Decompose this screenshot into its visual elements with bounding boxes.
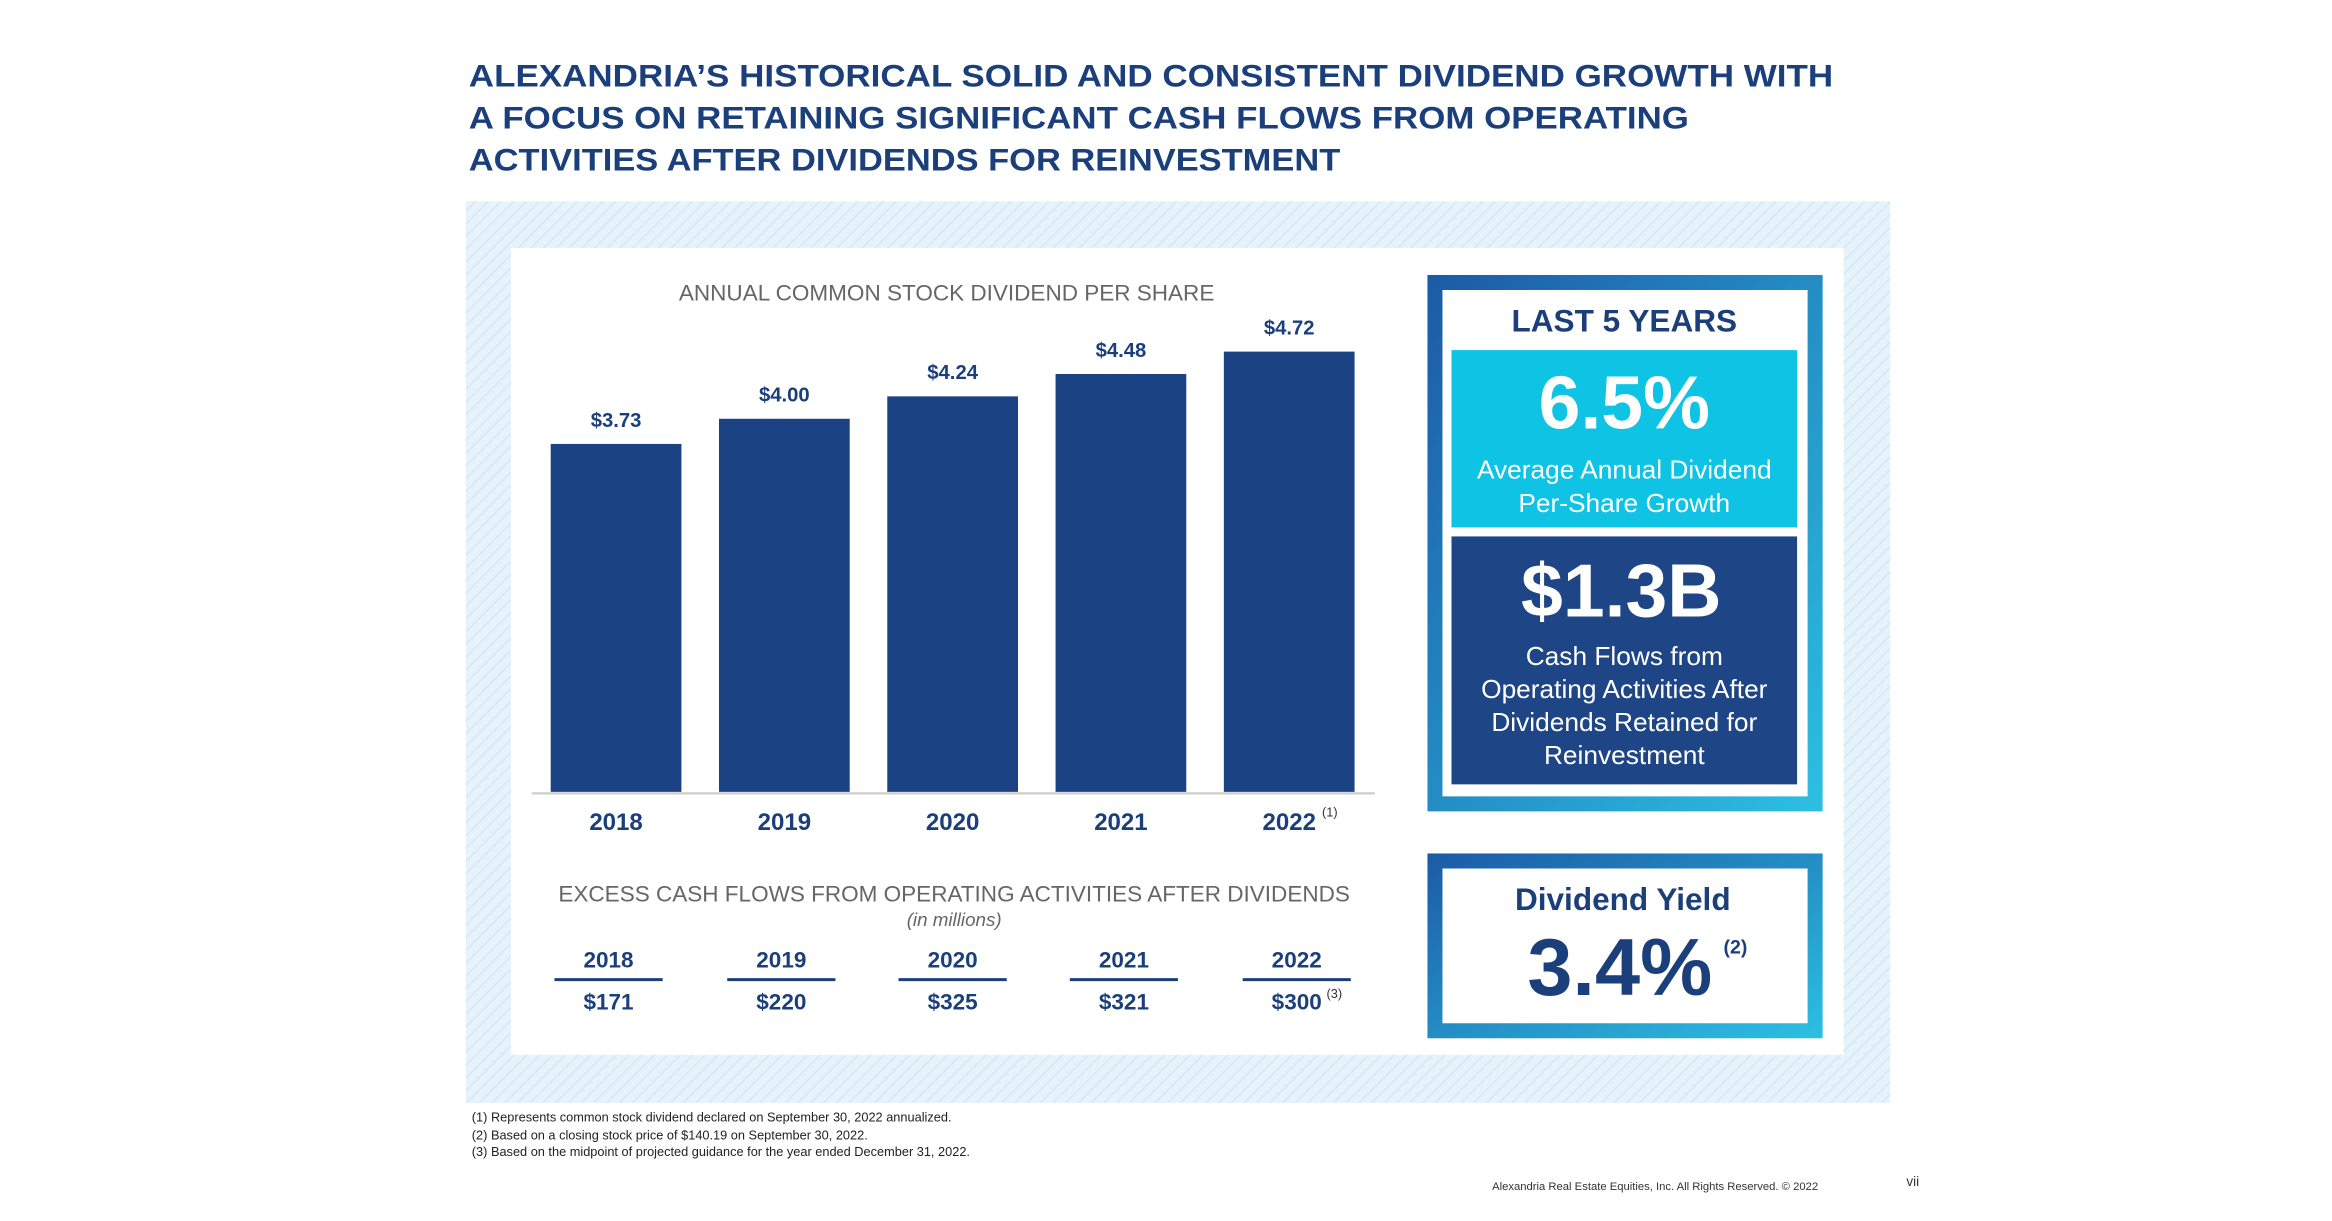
value-label: $4.48	[1096, 340, 1147, 362]
value-label: $3.73	[591, 410, 642, 432]
cash-text: Dividends Retained for	[1491, 707, 1757, 737]
category-note: (1)	[1322, 804, 1338, 819]
value-label: $4.72	[1264, 317, 1315, 339]
growth-box	[1451, 350, 1798, 528]
chart-title: ANNUAL COMMON STOCK DIVIDEND PER SHARE	[679, 280, 1214, 305]
table-title: EXCESS CASH FLOWS FROM OPERATING ACTIVIT…	[558, 881, 1350, 906]
table-note: (3)	[1326, 986, 1342, 1001]
copyright: Alexandria Real Estate Equities, Inc. Al…	[1492, 1181, 1818, 1193]
table-value: $300	[1272, 990, 1322, 1015]
yield-title: Dividend Yield	[1515, 881, 1731, 917]
table-year: 2021	[1099, 948, 1149, 973]
bar	[1055, 373, 1187, 792]
growth-text: Average Annual Dividend	[1477, 455, 1772, 485]
cash-text: Reinvestment	[1544, 740, 1705, 770]
title: ALEXANDRIA’S HISTORICAL SOLID AND CONSIS…	[469, 57, 1833, 177]
x-tick-label: 2022	[1262, 809, 1315, 836]
footnote: (1) Represents common stock dividend dec…	[472, 1109, 952, 1124]
table-year: 2018	[583, 948, 633, 973]
table-value: $321	[1099, 990, 1149, 1015]
yield-value: 3.4%	[1527, 923, 1712, 1013]
bar-chart: $3.73 2018 $4.00 2019 $4.24 2020 $4.48 2021 $4.7…	[550, 317, 1355, 836]
x-tick-label: 2021	[1094, 809, 1147, 836]
table-value: $220	[756, 990, 806, 1015]
table-value: $171	[583, 990, 633, 1015]
bar	[550, 443, 682, 792]
bar	[718, 418, 850, 792]
growth-value: 6.5%	[1539, 361, 1710, 445]
table-value: $325	[928, 990, 978, 1015]
x-tick-label: 2018	[589, 809, 642, 836]
table-year: 2020	[928, 948, 978, 973]
bar	[887, 396, 1018, 792]
title-line: ACTIVITIES AFTER DIVIDENDS FOR REINVESTM…	[469, 142, 1340, 178]
footnote: (3) Based on the midpoint of projected g…	[472, 1144, 970, 1159]
value-label: $4.24	[927, 362, 978, 384]
cash-box	[1451, 536, 1798, 785]
table-year: 2019	[756, 948, 806, 973]
bar	[1223, 351, 1355, 792]
title-line: ALEXANDRIA’S HISTORICAL SOLID AND CONSIS…	[469, 57, 1833, 93]
table-year: 2022	[1272, 948, 1322, 973]
callout-period: LAST 5 YEARS	[1512, 302, 1738, 338]
value-label: $4.00	[759, 385, 810, 407]
cash-table: 2018 $171 2019 $220 2020 $325 2021 $321 2022 $300…	[554, 948, 1351, 1015]
yield-inner	[1442, 868, 1808, 1024]
cash-text: Operating Activities After	[1481, 674, 1768, 704]
x-tick-label: 2020	[926, 809, 979, 836]
cash-text: Cash Flows from	[1526, 641, 1723, 671]
footnote: (2) Based on a closing stock price of $1…	[472, 1127, 868, 1142]
cash-value: $1.3B	[1521, 548, 1721, 632]
title-line: A FOCUS ON RETAINING SIGNIFICANT CASH FL…	[469, 100, 1689, 136]
x-tick-label: 2019	[758, 809, 811, 836]
table-subtitle: (in millions)	[907, 909, 1002, 930]
yield-note: (2)	[1724, 936, 1748, 958]
page-number: vii	[1906, 1174, 1919, 1189]
growth-text: Per-Share Growth	[1518, 488, 1730, 518]
